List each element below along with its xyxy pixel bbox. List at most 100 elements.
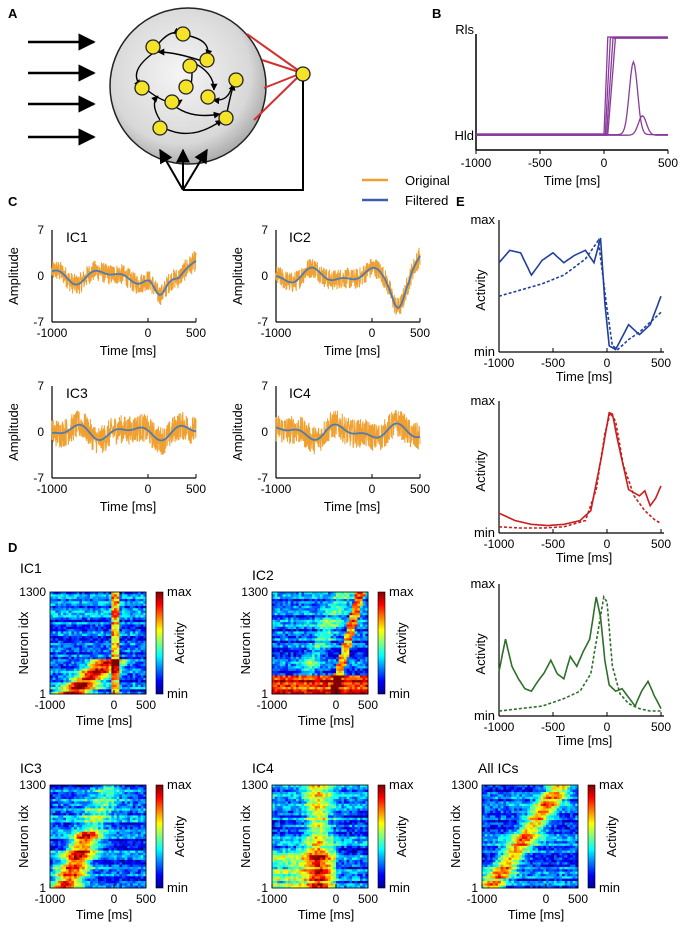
heatmap-cell (74, 654, 78, 658)
panel-c-ytick-label: 0 (37, 269, 44, 283)
heatmap-cell (55, 843, 59, 847)
heatmap-cell (92, 601, 96, 604)
heatmap-cell (333, 622, 337, 625)
heatmap-cell (87, 594, 91, 598)
heatmap-cell (330, 640, 334, 644)
heatmap-cell (135, 855, 139, 858)
heatmap-cell (122, 687, 126, 690)
heatmap-cell (68, 617, 72, 621)
heatmap-cell (298, 680, 302, 683)
heatmap-cell (325, 666, 329, 669)
heatmap-cell (135, 801, 139, 805)
heatmap-cell (116, 852, 120, 856)
heatmap-cell (74, 864, 78, 868)
heatmap-cell (74, 834, 78, 837)
heatmap-cell (60, 656, 64, 660)
heatmap-cell (66, 831, 70, 835)
heatmap-cell (98, 880, 102, 884)
heatmap-cell (74, 827, 78, 830)
heatmap-cell (328, 631, 332, 635)
heatmap-cell (320, 675, 324, 679)
heatmap-cell (60, 862, 64, 865)
heatmap-cell (114, 792, 118, 795)
heatmap-cell (108, 652, 112, 655)
heatmap-cell (143, 799, 147, 802)
heatmap-cell (55, 615, 59, 618)
heatmap-cell (68, 829, 72, 833)
heatmap-cell (322, 659, 326, 662)
heatmap-cell (98, 615, 102, 618)
heatmap-cell (52, 820, 56, 823)
heatmap-cell (84, 668, 88, 672)
heatmap-cell (285, 608, 289, 611)
heatmap-cell (138, 666, 142, 669)
heatmap-cell (138, 871, 142, 875)
heatmap-cell (338, 617, 342, 621)
heatmap-cell (344, 663, 348, 667)
heatmap-cell (92, 808, 96, 812)
heatmap-cell (119, 647, 123, 651)
heatmap-cell (362, 682, 366, 686)
heatmap-cell (306, 612, 310, 616)
heatmap-cell (116, 787, 120, 791)
heatmap-cell (280, 645, 284, 649)
heatmap-cell (74, 824, 78, 828)
heatmap-cell (325, 622, 329, 625)
heatmap-cell (98, 687, 102, 690)
heatmap-cell (92, 610, 96, 614)
heatmap-cell (92, 855, 96, 858)
heatmap-cell (98, 640, 102, 644)
heatmap-cell (132, 643, 136, 646)
heatmap-cell (90, 873, 94, 877)
heatmap-cell (108, 675, 112, 679)
heatmap-cell (116, 640, 120, 644)
heatmap-cell (55, 617, 59, 621)
heatmap-cell (74, 845, 78, 849)
heatmap-cell (341, 661, 345, 665)
heatmap-cell (320, 785, 324, 788)
heatmap-cell (71, 652, 75, 655)
heatmap-cell (58, 659, 62, 662)
heatmap-cell (74, 670, 78, 674)
heatmap-cell (92, 619, 96, 623)
heatmap-cell (55, 864, 59, 868)
heatmap-cell (92, 605, 96, 609)
heatmap-cell (103, 638, 107, 642)
heatmap-cell (309, 673, 313, 676)
heatmap-cell (108, 661, 112, 665)
heatmap-cell (122, 829, 126, 833)
heatmap-cell (116, 659, 120, 662)
heatmap-cell (138, 592, 142, 595)
heatmap-cell (320, 617, 324, 621)
heatmap-cell (330, 649, 334, 653)
heatmap-cell (116, 605, 120, 609)
heatmap-cell (106, 866, 110, 870)
heatmap-cell (336, 661, 340, 665)
heatmap-cell (79, 684, 83, 688)
heatmap-cell (301, 626, 305, 630)
heatmap-cell (92, 876, 96, 880)
heatmap-cell (330, 687, 334, 690)
heatmap-cell (71, 850, 75, 854)
heatmap-cell (50, 869, 54, 873)
heatmap-cell (274, 659, 278, 662)
heatmap-cell (346, 689, 350, 693)
heatmap-cell (76, 796, 80, 800)
heatmap-cell (277, 629, 281, 632)
heatmap-cell (277, 659, 281, 662)
heatmap-cell (140, 801, 144, 805)
heatmap-cell (333, 617, 337, 621)
heatmap-cell (130, 680, 134, 683)
heatmap-cell (132, 845, 136, 849)
heatmap-cell (68, 605, 72, 609)
heatmap-cell (277, 645, 281, 649)
heatmap-cell (92, 615, 96, 618)
heatmap-cell (314, 636, 318, 639)
heatmap-cell (79, 654, 83, 658)
heatmap-cell (132, 624, 136, 628)
heatmap-cell (79, 808, 83, 812)
heatmap-cell (130, 796, 134, 800)
heatmap-cell (138, 670, 142, 674)
heatmap-cell (288, 636, 292, 639)
heatmap-cell (66, 610, 70, 614)
